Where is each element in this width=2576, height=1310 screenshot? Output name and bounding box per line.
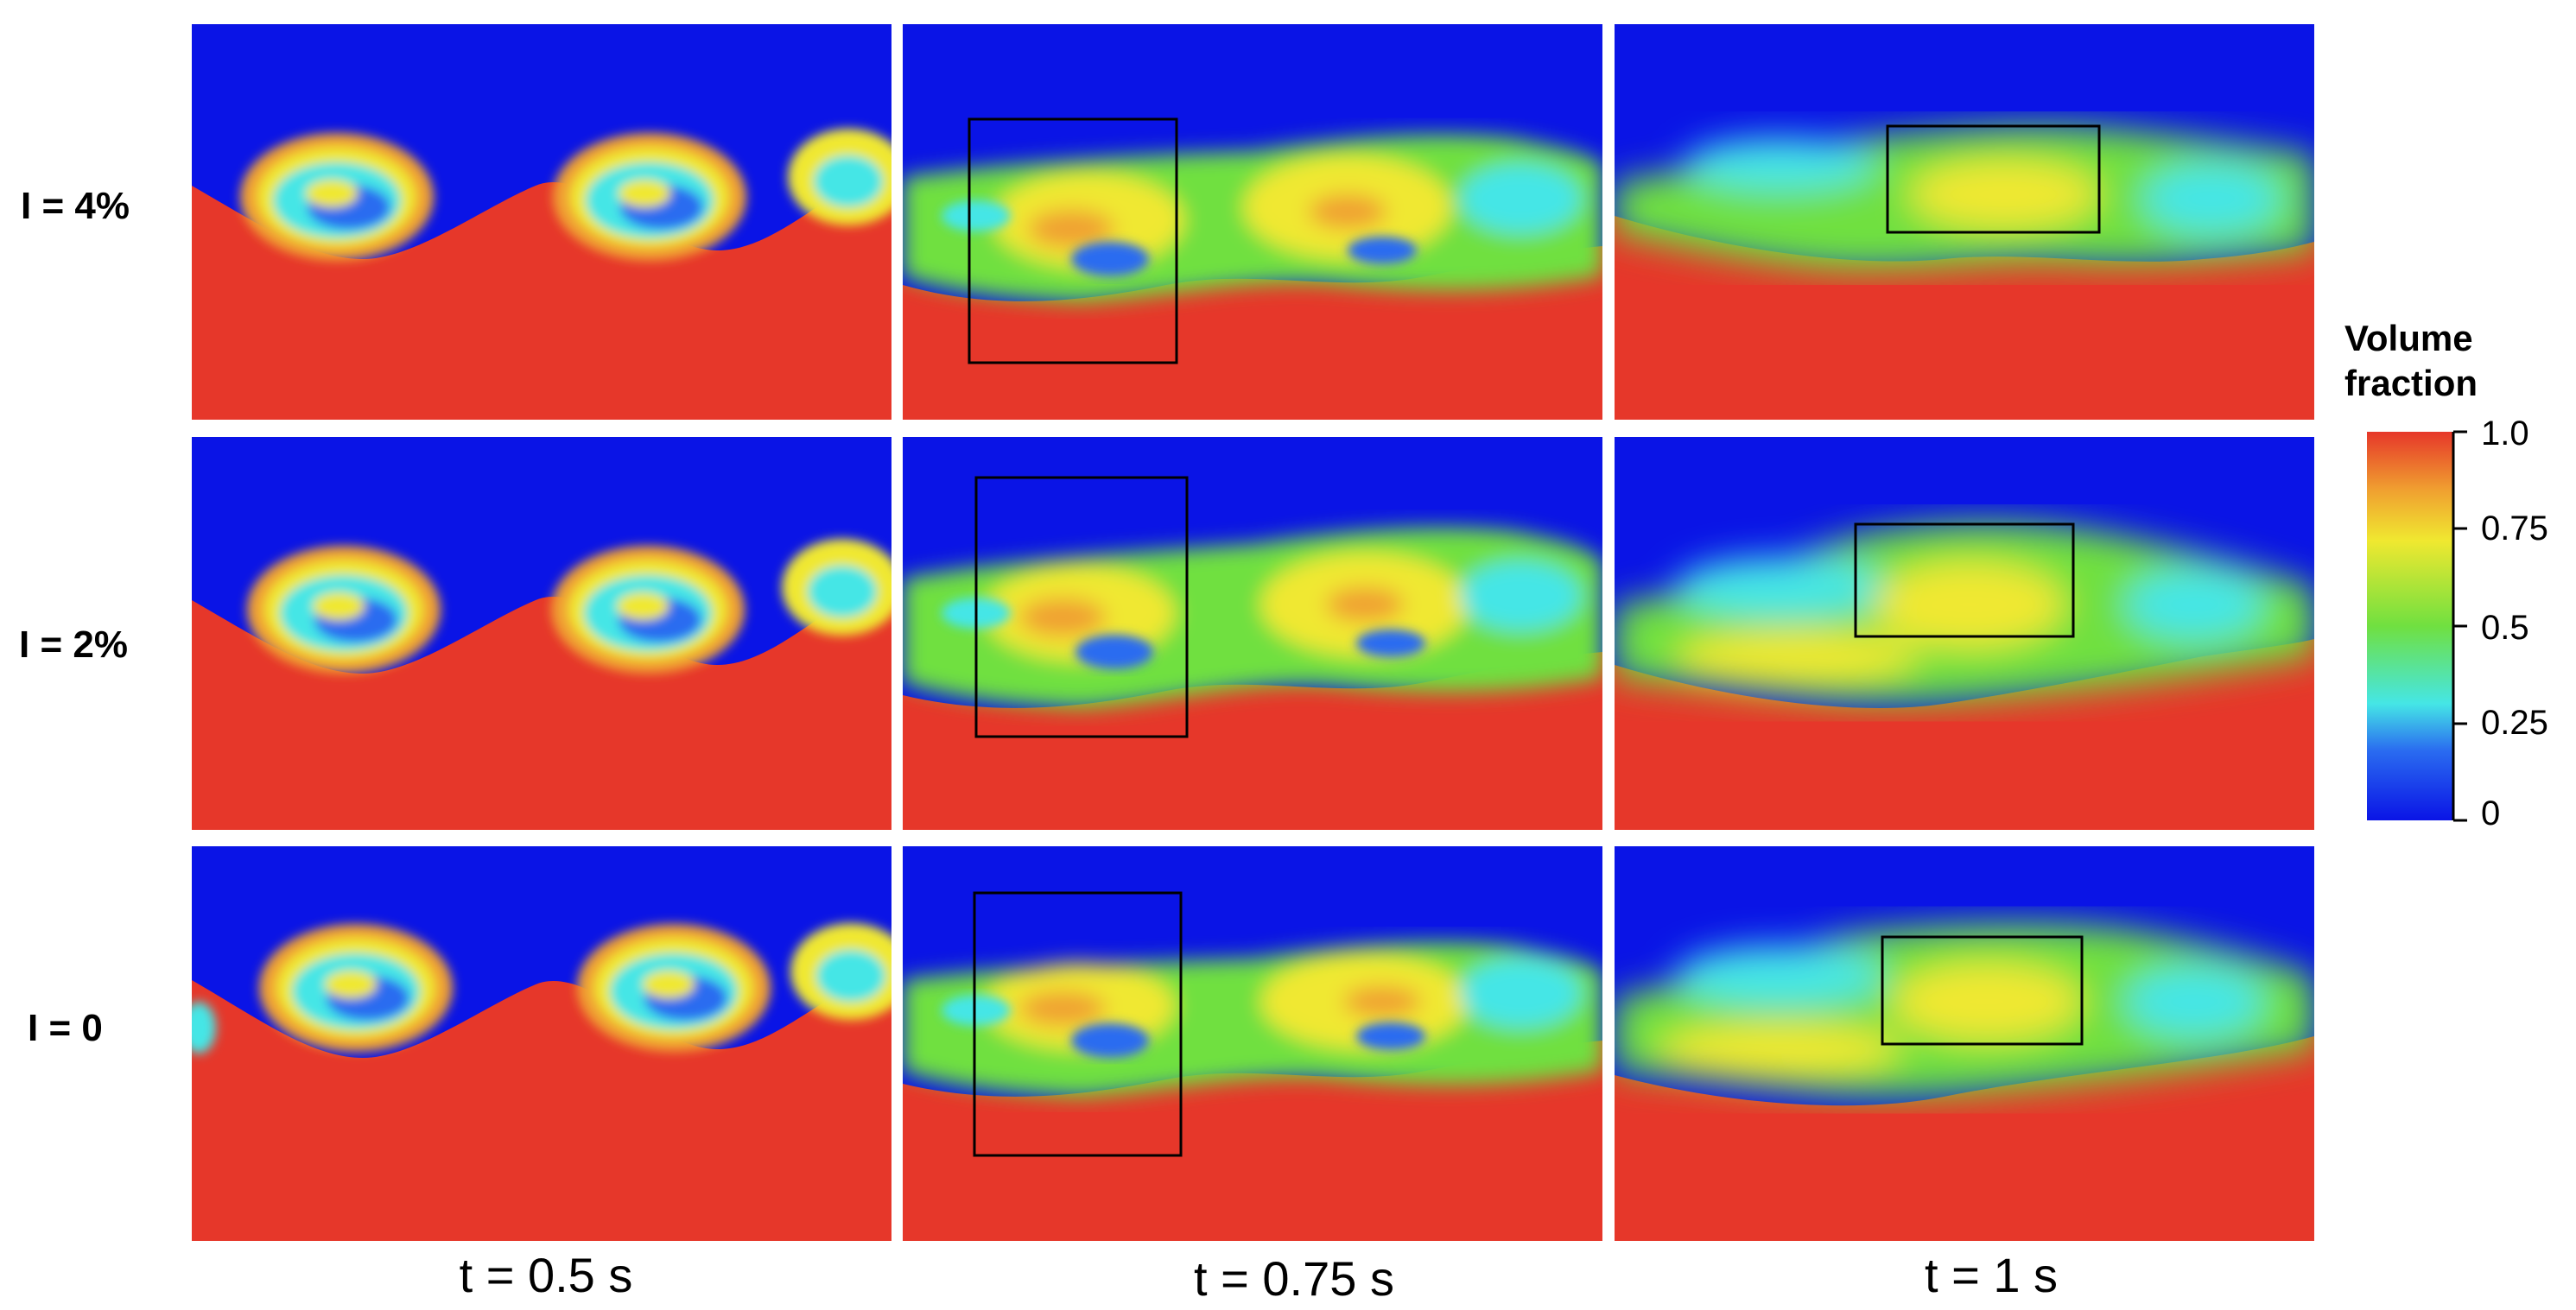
column-label-t050: t = 0.5 s [459, 1248, 633, 1302]
highlight-box [968, 117, 1178, 364]
highlight-box [1886, 124, 2101, 234]
panel-i2-t100 [1615, 437, 2314, 830]
panel-i4-t050 [192, 24, 891, 420]
colorbar-tick-075: 0.75 [2481, 509, 2548, 547]
highlight-box [1854, 522, 2075, 638]
highlight-box [973, 891, 1183, 1157]
colorbar-gradient [2367, 432, 2453, 820]
colorbar [2367, 430, 2467, 822]
panel-i0-t050 [192, 846, 891, 1241]
row-label-i4: I = 4% [21, 185, 130, 227]
column-label-t100: t = 1 s [1924, 1248, 2059, 1302]
colorbar-title-line2: fraction [2344, 363, 2478, 403]
row-label-i0: I = 0 [28, 1007, 103, 1049]
panel-i4-t075 [903, 24, 1602, 420]
colorbar-tick-1: 1.0 [2481, 415, 2529, 452]
colorbar-tick-025: 0.25 [2481, 704, 2548, 742]
colorbar-tick-05: 0.5 [2481, 609, 2529, 647]
panel-i2-t050 [192, 437, 891, 830]
highlight-box [1881, 935, 2084, 1046]
panel-i0-t075 [903, 846, 1602, 1241]
panel-i4-t100 [1615, 24, 2314, 420]
panel-i2-t075 [903, 437, 1602, 830]
colorbar-title-line1: Volume [2344, 318, 2473, 358]
colorbar-title: Volume fraction [2344, 316, 2478, 406]
row-label-i2: I = 2% [19, 623, 128, 666]
highlight-box [974, 476, 1189, 738]
colorbar-tick-0: 0 [2481, 794, 2501, 832]
column-label-t075: t = 0.75 s [1194, 1251, 1394, 1306]
